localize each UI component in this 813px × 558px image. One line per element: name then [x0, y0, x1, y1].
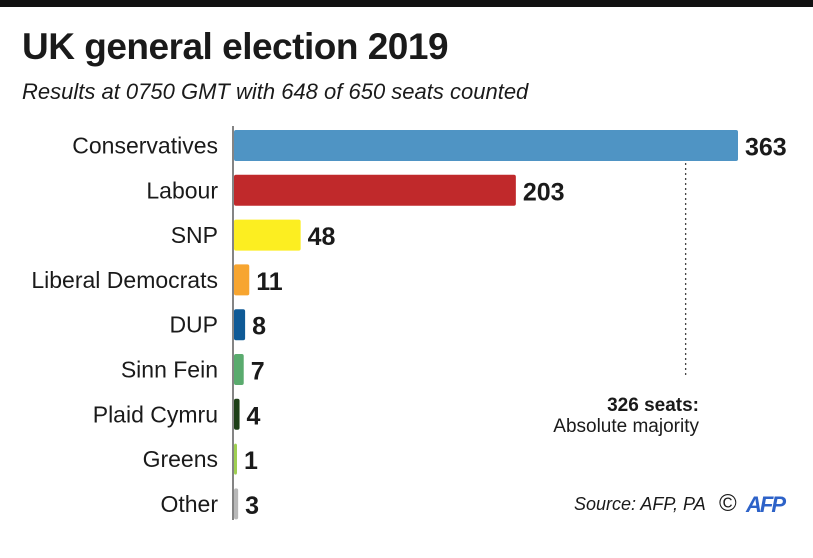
source-note: Source: AFP, PA	[574, 494, 706, 514]
afp-logo: AFP	[746, 492, 786, 517]
value-label-snp: 48	[308, 223, 336, 251]
value-label-dup: 8	[252, 313, 266, 341]
category-label-plaid-cymru: Plaid Cymru	[93, 401, 218, 427]
category-label-greens: Greens	[143, 446, 218, 472]
top-border	[0, 0, 813, 7]
category-label-sinn-fein: Sinn Fein	[121, 357, 218, 383]
category-label-other: Other	[160, 491, 218, 517]
copyright-symbol: ©	[719, 490, 737, 517]
bar-labour	[234, 174, 516, 206]
value-label-labour: 203	[523, 178, 565, 206]
majority-label-text: Absolute majority	[553, 416, 699, 437]
bar-snp	[234, 219, 301, 251]
category-label-labour: Labour	[146, 177, 218, 203]
value-label-sinn-fein: 7	[251, 358, 265, 386]
category-label-snp: SNP	[171, 222, 218, 248]
value-label-conservatives: 363	[745, 134, 787, 162]
chart-title: UK general election 2019	[22, 26, 449, 67]
bar-liberal-democrats	[234, 264, 250, 296]
category-label-conservatives: Conservatives	[72, 133, 218, 159]
value-label-liberal-democrats: 11	[256, 268, 283, 296]
category-label-dup: DUP	[169, 312, 218, 338]
bar-dup	[234, 309, 246, 341]
value-label-other: 3	[245, 492, 259, 520]
value-label-plaid-cymru: 4	[247, 402, 261, 430]
value-label-greens: 1	[244, 447, 258, 475]
bar-plaid-cymru	[234, 398, 240, 430]
majority-label-seats: 326 seats:	[607, 395, 699, 416]
category-label-liberal-democrats: Liberal Democrats	[31, 267, 218, 293]
bar-conservatives	[234, 130, 738, 161]
bar-sinn-fein	[234, 354, 244, 385]
bar-other	[234, 488, 239, 520]
bar-greens	[234, 443, 237, 475]
chart-subtitle: Results at 0750 GMT with 648 of 650 seat…	[22, 79, 529, 104]
